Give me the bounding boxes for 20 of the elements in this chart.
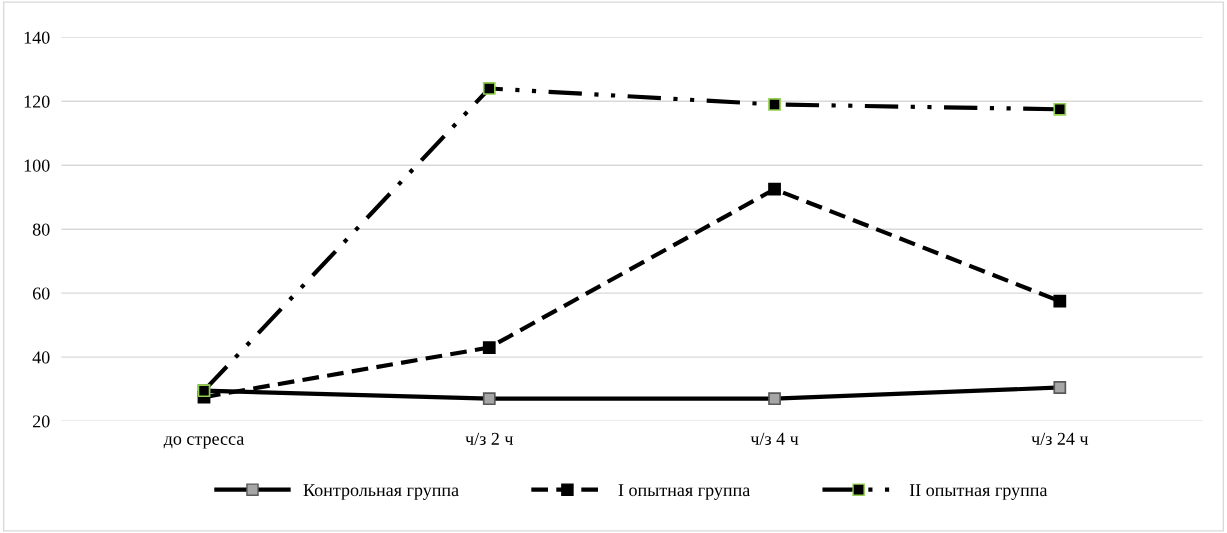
legend-label: Контрольная группа bbox=[303, 484, 459, 500]
x-tick-label: до стресса bbox=[163, 436, 245, 449]
y-tick-label: 120 bbox=[24, 95, 50, 108]
y-tick-label: 60 bbox=[32, 287, 50, 300]
point bbox=[768, 98, 781, 111]
point bbox=[482, 341, 496, 354]
legend-label: II опытная группа bbox=[909, 484, 1048, 500]
y-tick-label: 100 bbox=[24, 159, 50, 172]
y-tick-label: 20 bbox=[32, 415, 50, 428]
point bbox=[482, 82, 496, 95]
x-tick-label: ч/з 4 ч bbox=[750, 432, 799, 445]
x-tick-label: ч/з 2 ч bbox=[465, 432, 514, 445]
point bbox=[1053, 294, 1067, 308]
y-tick-label: 140 bbox=[24, 31, 50, 44]
legend-label: I опытная группа bbox=[618, 484, 751, 500]
y-tick-label: 80 bbox=[32, 223, 50, 236]
x-tick-label: ч/з 24 ч bbox=[1031, 432, 1089, 445]
y-tick-label: 40 bbox=[32, 351, 50, 364]
point bbox=[768, 182, 781, 196]
point bbox=[1053, 102, 1067, 116]
